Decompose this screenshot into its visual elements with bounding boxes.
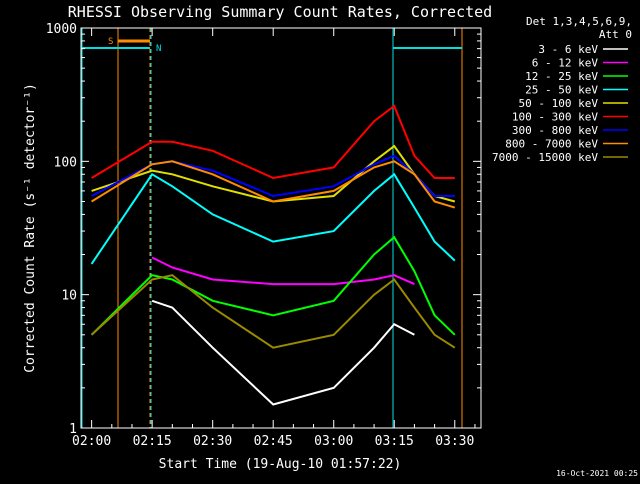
legend-label-4: 50 - 100 keV: [519, 97, 599, 110]
series-line-8: [90, 274, 456, 349]
x-axis-label: Start Time (19-Aug-10 01:57:22): [159, 457, 402, 472]
chart-title: RHESSI Observing Summary Count Rates, Co…: [68, 3, 492, 21]
legend-label-1: 6 - 12 keV: [532, 57, 599, 70]
marker-label-s: S: [108, 37, 113, 47]
y-tick-label-3: 1000: [46, 22, 77, 37]
legend-label-0: 3 - 6 keV: [538, 43, 598, 56]
series-line-5: [91, 104, 455, 180]
legend-label-3: 25 - 50 keV: [525, 84, 598, 97]
legend-label-6: 300 - 800 keV: [512, 124, 598, 137]
y-tick-label-2: 100: [54, 155, 77, 170]
legend-label-7: 800 - 7000 keV: [505, 138, 598, 151]
x-tick-label-3: 02:45: [254, 434, 293, 449]
series-line-2: [90, 235, 456, 336]
footer-date: 16-Oct-2021 00:25: [556, 469, 638, 478]
marker-label-n: N: [156, 44, 161, 54]
series-line-0: [151, 299, 415, 406]
legend-label-8: 7000 - 15000 keV: [492, 151, 598, 164]
plot-frame: [80, 27, 482, 429]
y-tick-label-1: 10: [61, 289, 77, 304]
y-tick-label-0: 1: [69, 422, 77, 437]
x-tick-label-1: 02:15: [133, 434, 172, 449]
x-tick-label-4: 03:00: [314, 434, 353, 449]
y-axis-label: Corrected Count Rate (s⁻¹ detector⁻¹): [23, 83, 38, 373]
series-line-1: [151, 256, 415, 286]
legend-label-5: 100 - 300 keV: [512, 111, 598, 124]
legend-header-line-1: Det 1,3,4,5,6,9,: [526, 15, 632, 28]
axes: 02:00 02:15 02:30 02:45 03:00 03:15 03:30 1 10 10…: [46, 22, 481, 449]
plot-area: SN: [81, 28, 463, 428]
legend-label-2: 12 - 25 keV: [525, 70, 598, 83]
x-tick-label-0: 02:00: [72, 434, 111, 449]
x-tick-label-2: 02:30: [193, 434, 232, 449]
x-tick-label-5: 03:15: [375, 434, 414, 449]
legend-header-line-2: Att 0: [599, 28, 632, 41]
series-line-3: [90, 172, 456, 265]
x-tick-label-6: 03:30: [435, 434, 474, 449]
series-line-7: [91, 160, 456, 209]
